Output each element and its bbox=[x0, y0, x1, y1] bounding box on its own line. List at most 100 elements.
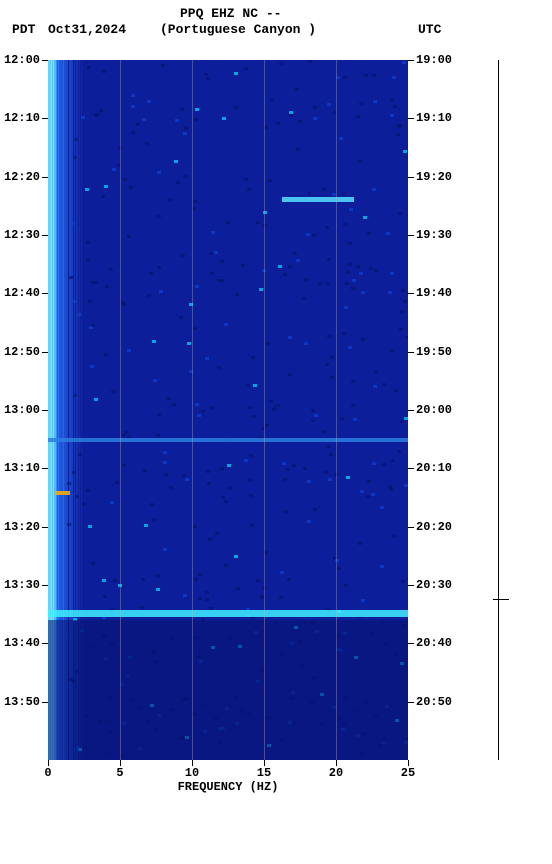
spectrogram-speck bbox=[244, 459, 248, 462]
spectrogram-speck bbox=[235, 293, 239, 296]
spectrogram-speck bbox=[91, 281, 95, 284]
spectrogram-speck bbox=[251, 356, 255, 359]
spectrogram-speck bbox=[167, 397, 171, 400]
spectrogram-speck bbox=[293, 252, 297, 255]
spectrogram-speck bbox=[304, 278, 308, 281]
spectrogram-speck bbox=[226, 221, 230, 224]
spectrogram-speck bbox=[330, 376, 334, 379]
spectrogram-speck bbox=[253, 384, 257, 387]
spectrogram-speck bbox=[330, 356, 334, 359]
spectrogram-speck bbox=[349, 208, 353, 211]
y-left-tick-label: 13:20 bbox=[0, 520, 40, 534]
y-right-tick-mark bbox=[408, 468, 414, 469]
y-left-tick-label: 13:50 bbox=[0, 695, 40, 709]
spectrogram-speck bbox=[346, 476, 350, 479]
spectrogram-speck bbox=[288, 336, 292, 339]
spectrogram-speck bbox=[311, 419, 315, 422]
spectrogram-plot bbox=[48, 60, 408, 760]
spectrogram-speck bbox=[244, 67, 248, 70]
spectrogram-speck bbox=[266, 342, 270, 345]
spectrogram-speck bbox=[210, 272, 214, 275]
spectrogram-speck bbox=[367, 480, 371, 483]
spectrogram-speck bbox=[360, 490, 364, 493]
spectrogram-speck bbox=[193, 200, 197, 203]
spectrogram-speck bbox=[371, 493, 375, 496]
spectrogram-speck bbox=[312, 234, 316, 237]
spectrogram-speck bbox=[88, 300, 92, 303]
x-tick-label: 10 bbox=[185, 766, 199, 780]
spectrogram-speck bbox=[69, 276, 73, 279]
spectrogram-speck bbox=[369, 267, 373, 270]
spectrogram-speck bbox=[247, 188, 251, 191]
spectrogram-speck bbox=[374, 269, 378, 272]
spectrogram-speck bbox=[228, 487, 232, 490]
spectrogram-speck bbox=[326, 282, 330, 285]
spectrogram-speck bbox=[161, 64, 165, 67]
spectrogram-speck bbox=[81, 116, 85, 119]
spectrogram-speck bbox=[220, 467, 224, 470]
spectrogram-speck bbox=[101, 195, 105, 198]
spectrogram-speck bbox=[313, 508, 317, 511]
y-left-tick-mark bbox=[42, 643, 48, 644]
spectrogram-speck bbox=[351, 380, 355, 383]
spectrogram-speck bbox=[352, 279, 356, 282]
spectrogram-speck bbox=[359, 272, 363, 275]
spectrogram-speck bbox=[122, 303, 126, 306]
spectrogram-speck bbox=[140, 606, 144, 609]
spectrogram-speck bbox=[366, 495, 370, 498]
y-right-tick-label: 20:40 bbox=[416, 636, 452, 650]
spectrogram-speck bbox=[248, 406, 252, 409]
y-left-tick-label: 13:30 bbox=[0, 578, 40, 592]
spectrogram-speck bbox=[234, 106, 238, 109]
spectrogram-speck bbox=[353, 418, 357, 421]
spectrogram-speck bbox=[307, 192, 311, 195]
gridline-vertical bbox=[264, 60, 265, 760]
gridline-vertical bbox=[120, 60, 121, 760]
y-left-tick-label: 13:00 bbox=[0, 403, 40, 417]
spectrogram-speck bbox=[67, 482, 71, 485]
spectrogram-event-band bbox=[282, 197, 354, 203]
spectrogram-speck bbox=[221, 496, 225, 499]
spectrogram-speck bbox=[95, 113, 99, 116]
spectrogram-speck bbox=[141, 578, 145, 581]
spectrogram-speck bbox=[329, 453, 333, 456]
spectrogram-speck bbox=[185, 478, 189, 481]
spectrogram-speck bbox=[157, 266, 161, 269]
spectrogram-speck bbox=[104, 353, 108, 356]
spectrogram-speck bbox=[70, 222, 74, 225]
station-name-title: (Portuguese Canyon ) bbox=[160, 22, 316, 37]
tz-left-label: PDT bbox=[12, 22, 35, 37]
spectrogram-speck bbox=[313, 106, 317, 109]
spectrogram-speck bbox=[244, 178, 248, 181]
spectrogram-speck bbox=[372, 74, 376, 77]
spectrogram-speck bbox=[373, 100, 377, 103]
y-left-tick-label: 12:20 bbox=[0, 170, 40, 184]
spectrogram-speck bbox=[398, 212, 402, 215]
spectrogram-speck bbox=[175, 119, 179, 122]
spectrogram-speck bbox=[361, 291, 365, 294]
spectrogram-speck bbox=[356, 265, 360, 268]
y-left-tick-mark bbox=[42, 235, 48, 236]
spectrogram-speck bbox=[147, 100, 151, 103]
spectrogram-speck bbox=[337, 567, 341, 570]
spectrogram-speck bbox=[234, 72, 238, 75]
spectrogram-speck bbox=[296, 259, 300, 262]
spectrogram-speck bbox=[102, 70, 106, 73]
spectrogram-speck bbox=[278, 265, 282, 268]
spectrogram-speck bbox=[356, 115, 360, 118]
spectrogram-speck bbox=[214, 251, 218, 254]
spectrogram-speck bbox=[195, 403, 199, 406]
spectrogram-speck bbox=[280, 571, 284, 574]
spectrogram-speck bbox=[150, 503, 154, 506]
spectrogram-speck bbox=[307, 480, 311, 483]
spectrogram-speck bbox=[111, 390, 115, 393]
spectrogram-speck bbox=[303, 467, 307, 470]
spectrogram-speck bbox=[110, 501, 114, 504]
spectrogram-speck bbox=[363, 216, 367, 219]
spectrogram-speck bbox=[401, 580, 405, 583]
spectrogram-speck bbox=[204, 73, 208, 76]
spectrogram-speck bbox=[402, 61, 406, 64]
spectrogram-speck bbox=[194, 578, 198, 581]
spectrogram-speck bbox=[164, 473, 168, 476]
spectrogram-speck bbox=[348, 346, 352, 349]
